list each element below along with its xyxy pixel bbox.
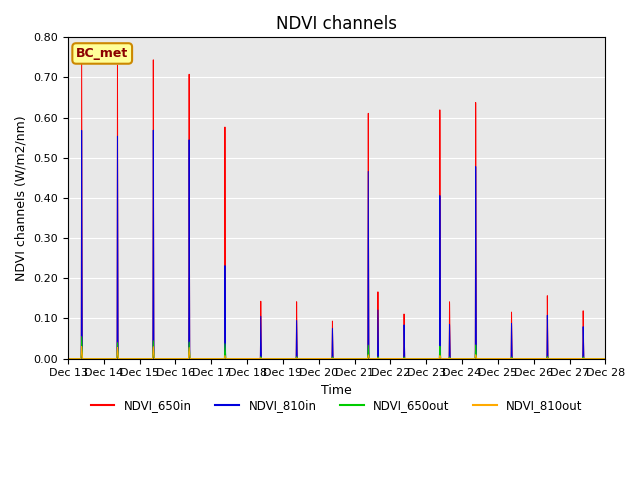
Line: NDVI_810out: NDVI_810out: [68, 347, 605, 359]
NDVI_650out: [487, 356, 495, 361]
NDVI_810in: [602, 356, 609, 361]
NDVI_810in: [173, 356, 181, 361]
NDVI_650in: [179, 356, 187, 361]
NDVI_650out: [173, 356, 181, 361]
Text: BC_met: BC_met: [76, 47, 129, 60]
NDVI_810out: [78, 344, 86, 349]
NDVI_810in: [64, 356, 72, 361]
NDVI_650in: [600, 356, 607, 361]
Title: NDVI channels: NDVI channels: [276, 15, 397, 33]
NDVI_650in: [602, 356, 609, 361]
NDVI_810in: [266, 356, 273, 361]
NDVI_810out: [487, 356, 495, 361]
NDVI_650out: [78, 334, 86, 339]
NDVI_810in: [487, 356, 495, 361]
NDVI_650in: [64, 356, 72, 361]
NDVI_810out: [602, 356, 609, 361]
NDVI_650out: [411, 356, 419, 361]
NDVI_650in: [173, 356, 181, 361]
NDVI_650in: [411, 356, 419, 361]
NDVI_810out: [64, 356, 72, 361]
NDVI_650out: [266, 356, 273, 361]
X-axis label: Time: Time: [321, 384, 352, 397]
NDVI_650out: [600, 356, 607, 361]
NDVI_810out: [179, 356, 187, 361]
NDVI_810in: [600, 356, 607, 361]
Line: NDVI_650out: NDVI_650out: [68, 336, 605, 359]
NDVI_810out: [600, 356, 607, 361]
NDVI_810out: [173, 356, 181, 361]
NDVI_810in: [150, 127, 157, 133]
Legend: NDVI_650in, NDVI_810in, NDVI_650out, NDVI_810out: NDVI_650in, NDVI_810in, NDVI_650out, NDV…: [86, 395, 588, 417]
NDVI_810in: [179, 356, 187, 361]
NDVI_810in: [411, 356, 419, 361]
NDVI_650out: [64, 356, 72, 361]
NDVI_650in: [487, 356, 495, 361]
Line: NDVI_810in: NDVI_810in: [68, 130, 605, 359]
NDVI_810out: [266, 356, 273, 361]
Y-axis label: NDVI channels (W/m2/nm): NDVI channels (W/m2/nm): [15, 115, 28, 281]
NDVI_650in: [266, 356, 273, 361]
Line: NDVI_650in: NDVI_650in: [68, 54, 605, 359]
NDVI_650out: [179, 356, 187, 361]
NDVI_810out: [411, 356, 419, 361]
NDVI_650out: [602, 356, 609, 361]
NDVI_650in: [78, 51, 86, 57]
